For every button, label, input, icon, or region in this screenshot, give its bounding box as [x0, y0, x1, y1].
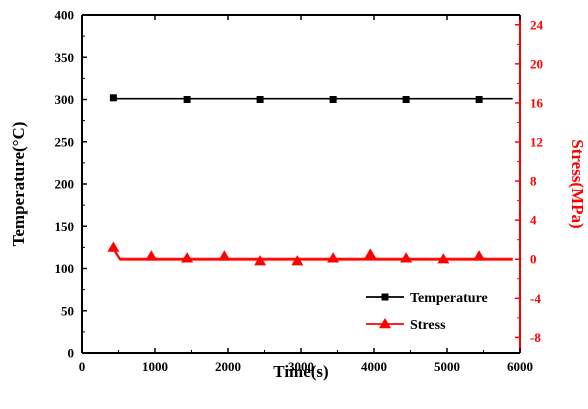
y-right-tick-label: 8 — [530, 174, 537, 189]
y-right-tick-label: -8 — [530, 330, 541, 345]
x-tick-label: 6000 — [507, 359, 533, 374]
temperature-point — [329, 96, 337, 103]
stress-point — [327, 252, 340, 263]
temperature-point — [256, 96, 264, 103]
y-left-tick-label: 400 — [55, 8, 75, 23]
series-band-stress — [119, 257, 513, 262]
x-tick-label: 5000 — [434, 359, 460, 374]
x-tick-label: 2000 — [215, 359, 241, 374]
y-right-axis-title: Stress(MPa) — [568, 139, 587, 228]
stress-point — [291, 255, 304, 266]
y-left-tick-label: 350 — [55, 50, 75, 65]
y-right-tick-label: 24 — [530, 17, 544, 32]
y-right-tick-label: 20 — [530, 56, 543, 71]
legend-temperature-label: Temperature — [410, 291, 488, 306]
legend-temperature-marker — [381, 293, 389, 301]
stress-point — [400, 252, 413, 263]
temperature-point — [475, 96, 483, 103]
stress-point — [107, 241, 120, 252]
stress-point — [145, 250, 158, 261]
y-left-tick-label: 300 — [55, 92, 75, 107]
y-left-tick-label: 100 — [55, 261, 75, 276]
x-tick-label: 3000 — [288, 359, 314, 374]
y-left-tick-label: 0 — [68, 346, 75, 361]
y-left-tick-label: 150 — [55, 219, 75, 234]
stress-point — [218, 250, 231, 261]
x-axis-title: Time(s) — [273, 362, 328, 381]
y-right-tick-label: 12 — [530, 134, 543, 149]
y-left-axis-title: Temperature(°C) — [9, 122, 28, 247]
y-right-tick-label: -4 — [530, 291, 541, 306]
legend-stress-label: Stress — [410, 318, 446, 333]
stress-point — [181, 252, 194, 263]
temperature-point — [109, 94, 117, 102]
legend-stress-marker — [379, 318, 391, 329]
x-tick-label: 0 — [79, 359, 86, 374]
stress-point — [254, 255, 267, 266]
y-left-tick-label: 250 — [55, 134, 75, 149]
x-tick-label: 1000 — [142, 359, 168, 374]
x-tick-label: 4000 — [361, 359, 387, 374]
y-right-tick-label: 0 — [530, 252, 537, 267]
y-left-tick-label: 200 — [55, 177, 75, 192]
stress-point — [437, 253, 450, 264]
stress-point — [473, 250, 486, 261]
stress-point — [364, 248, 377, 259]
y-left-tick-label: 50 — [61, 303, 74, 318]
temperature-point — [183, 96, 191, 103]
y-right-tick-label: 4 — [530, 213, 537, 228]
temperature-point — [402, 96, 410, 103]
y-right-tick-label: 16 — [530, 95, 544, 110]
